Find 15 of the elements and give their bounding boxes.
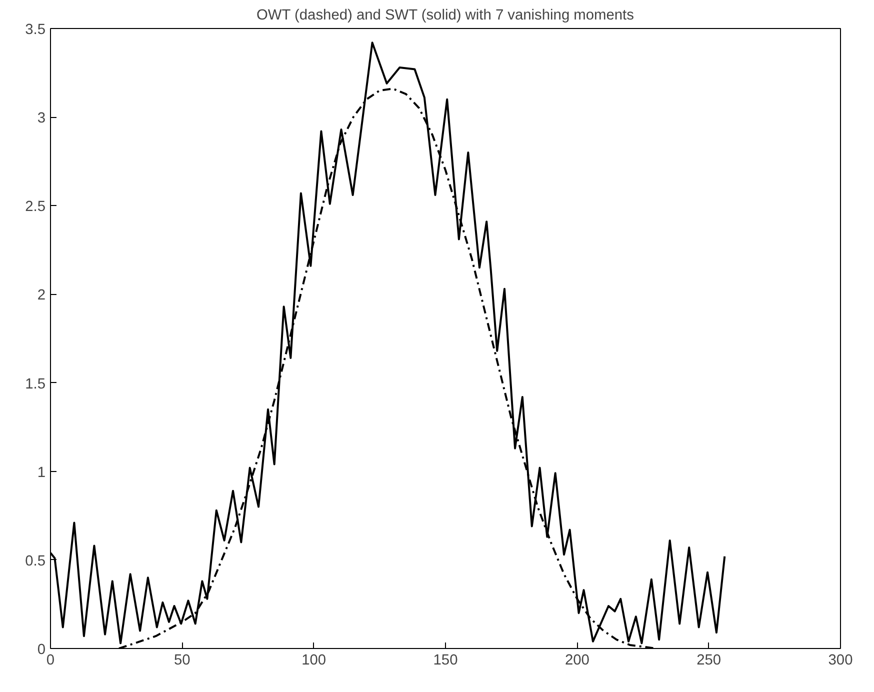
x-tick-label: 200 (564, 652, 590, 668)
x-tick-label: 150 (433, 652, 458, 668)
chart-title: OWT (dashed) and SWT (solid) with 7 vanishing moments (256, 8, 634, 24)
x-tick-label: 100 (302, 652, 326, 668)
y-tick-label: 0.5 (25, 553, 46, 570)
y-tick-label: 2.5 (25, 199, 46, 216)
y-tick-label: 0 (37, 642, 46, 658)
x-tick-label: 300 (828, 652, 853, 668)
x-tick-label: 250 (696, 652, 722, 668)
x-tick-label: 50 (174, 652, 190, 668)
y-tick-label: 3.5 (25, 22, 46, 38)
y-tick-label: 2 (37, 288, 46, 304)
y-tick-label: 1.5 (25, 376, 46, 392)
y-tick-label: 1 (37, 464, 46, 481)
y-tick-label: 3 (37, 110, 46, 127)
